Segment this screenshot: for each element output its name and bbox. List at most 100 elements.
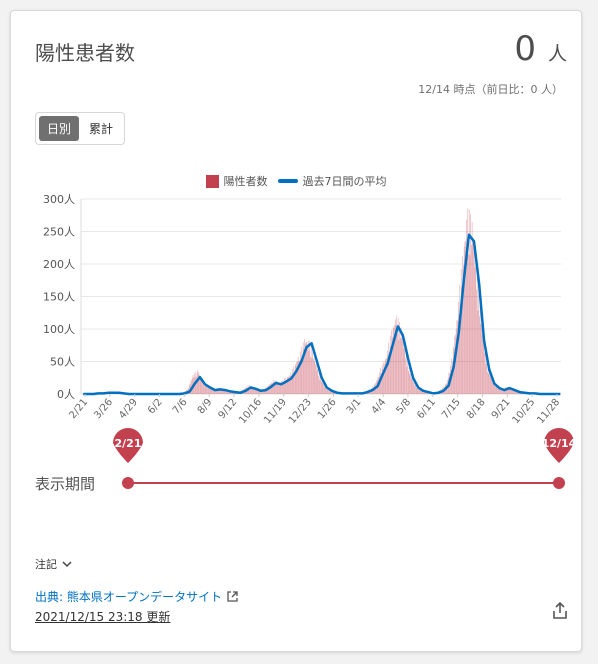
bar-daily-cases [210,387,211,394]
source-label: 出典: 熊本県オープンデータサイト [35,590,223,604]
period-slider-start-handle[interactable] [122,477,134,489]
share-icon[interactable] [551,601,569,621]
bar-daily-cases [470,214,471,394]
bar-daily-cases [455,328,457,394]
bar-daily-cases [466,219,467,394]
bar-daily-cases [490,377,492,394]
bar-daily-cases [291,368,293,394]
x-tick-label: 5/8 [394,397,413,416]
bar-daily-cases [280,382,282,394]
legend-item-average[interactable]: 過去7日間の平均 [277,173,387,189]
bar-daily-cases [273,380,274,394]
bar-daily-cases [319,380,321,394]
x-tick-label: 6/2 [146,397,165,416]
period-start-label: 2/21 [115,437,142,450]
bar-daily-cases [517,391,519,394]
bar-daily-cases [315,364,317,394]
bar-daily-cases [460,269,462,394]
bar-daily-cases [397,318,399,394]
bar-daily-cases [386,350,388,394]
bar-daily-cases [255,388,257,394]
source-link[interactable]: 出典: 熊本県オープンデータサイト [35,588,239,605]
bar-daily-cases [492,382,494,394]
period-slider-end-handle[interactable] [553,477,565,489]
bar-daily-cases [313,357,315,394]
bar-daily-cases [330,390,332,394]
chevron-down-icon [62,561,72,568]
bar-daily-cases [481,334,483,394]
bar-daily-cases [410,373,411,394]
bar-daily-cases [314,361,316,394]
bar-daily-cases [329,390,331,394]
x-tick-label: 6/11 [415,397,438,421]
bar-daily-cases [386,358,387,394]
bar-daily-cases [206,385,208,394]
bar-daily-cases [398,339,400,394]
bar-daily-cases [287,377,289,394]
bar-daily-cases [392,327,394,394]
bar-daily-cases [248,387,250,394]
bar-daily-cases [299,360,300,394]
bar-daily-cases [405,358,406,394]
bar-daily-cases [297,361,299,394]
bar-daily-cases [260,390,262,394]
bar-daily-cases [486,359,487,394]
bar-daily-cases [502,388,503,394]
bar-daily-cases [249,387,251,394]
bar-daily-cases [256,390,258,394]
toggle-cumulative-button[interactable]: 累計 [89,122,114,136]
bar-daily-cases [286,379,287,394]
toggle-daily-button[interactable]: 日別 [39,116,80,141]
bar-daily-cases [508,387,509,394]
bar-daily-cases [220,389,221,394]
bar-daily-cases [201,380,202,394]
bar-daily-cases [318,373,320,394]
bar-daily-cases [226,390,228,394]
bar-daily-cases [419,389,421,394]
external-link-icon [227,591,238,602]
bar-daily-cases [389,335,391,394]
legend-item-cases[interactable]: 陽性者数 [205,173,268,189]
bar-daily-cases [458,301,459,394]
bar-daily-cases [289,375,290,394]
bar-daily-cases [265,388,267,394]
bar-daily-cases [473,247,475,394]
bar-daily-cases [460,308,461,394]
bar-daily-cases [251,387,253,394]
bar-daily-cases [203,382,205,394]
bar-daily-cases [286,376,288,394]
bar-daily-cases [308,351,310,394]
bar-daily-cases [198,371,200,394]
bar-daily-cases [302,356,303,394]
x-tick-label: 4/29 [117,397,140,421]
bar-daily-cases [207,386,208,394]
bar-daily-cases [509,388,511,394]
bar-daily-cases [499,387,500,394]
bar-daily-cases [283,382,284,394]
bar-daily-cases [307,346,308,394]
bar-daily-cases [311,357,313,394]
bar-daily-cases [304,338,305,394]
bar-daily-cases [226,390,227,394]
bar-daily-cases [202,384,204,394]
y-tick-label: 150人 [43,291,75,304]
x-tick-label: 11/19 [262,397,289,426]
bar-daily-cases [327,389,329,394]
bar-daily-cases [321,380,323,394]
bar-daily-cases [408,367,410,394]
bar-daily-cases [487,367,489,394]
bar-daily-cases [268,385,270,394]
bar-daily-cases [482,340,484,394]
bar-daily-cases [500,388,501,394]
bar-daily-cases [492,382,493,394]
bar-daily-cases [413,381,415,394]
bar-daily-cases [456,320,458,394]
bar-daily-cases [453,348,455,394]
bar-daily-cases [196,376,197,394]
bar-daily-cases [497,387,499,394]
notes-toggle[interactable]: 注記 [35,556,73,572]
bar-daily-cases [255,389,256,394]
bar-daily-cases [497,386,498,394]
bar-daily-cases [215,389,216,394]
bar-daily-cases [400,327,402,394]
